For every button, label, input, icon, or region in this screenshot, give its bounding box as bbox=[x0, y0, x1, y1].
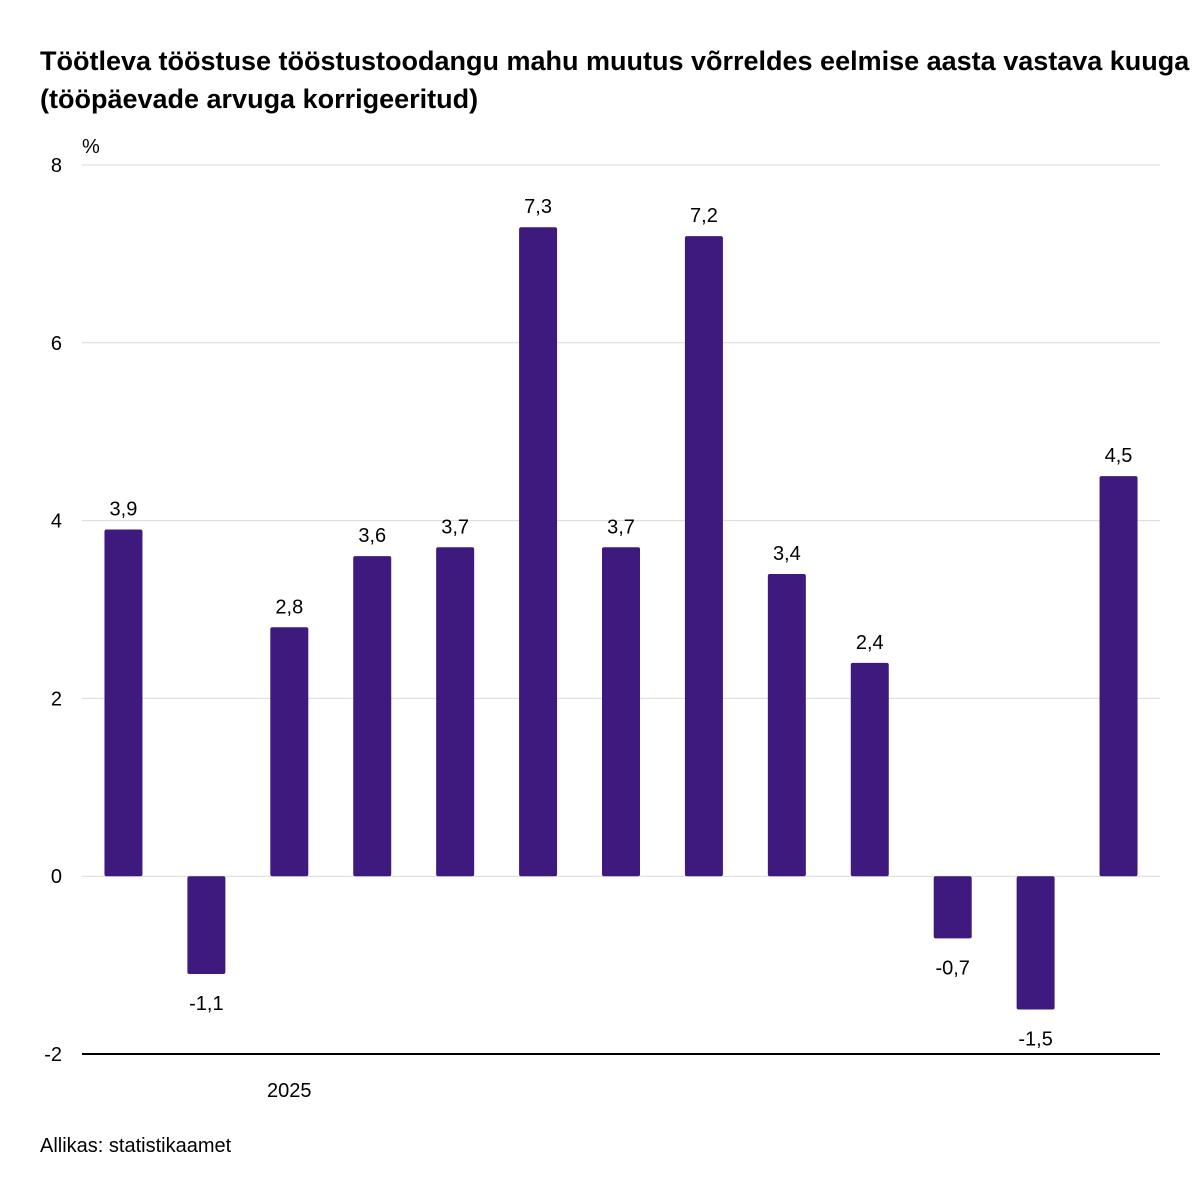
data-label: 7,3 bbox=[524, 196, 552, 218]
data-label: 2,8 bbox=[275, 596, 303, 618]
bar bbox=[104, 529, 143, 877]
data-label: 3,6 bbox=[358, 525, 386, 547]
data-label: 3,4 bbox=[773, 543, 801, 565]
bar bbox=[684, 236, 723, 877]
bar bbox=[436, 547, 475, 877]
data-label: 3,7 bbox=[441, 516, 469, 538]
data-label: -1,5 bbox=[1018, 1029, 1052, 1051]
bar bbox=[767, 573, 806, 877]
bar bbox=[602, 547, 640, 877]
bar bbox=[1016, 876, 1055, 1010]
y-tick-label: 8 bbox=[51, 155, 62, 177]
y-tick-label: 2 bbox=[51, 688, 62, 710]
bar bbox=[187, 876, 226, 974]
data-label: 3,7 bbox=[607, 516, 635, 538]
bar bbox=[1099, 476, 1138, 877]
y-tick-label: 0 bbox=[51, 866, 62, 888]
source-note: Allikas: statistikaamet bbox=[40, 1135, 232, 1157]
data-label: 3,9 bbox=[110, 498, 138, 520]
bar bbox=[353, 556, 392, 877]
data-label: 2,4 bbox=[856, 632, 884, 654]
chart-title: Töötleva tööstuse tööstustoodangu mahu m… bbox=[40, 46, 1190, 114]
data-label: -0,7 bbox=[935, 957, 969, 979]
bar bbox=[933, 876, 972, 939]
data-label: 7,2 bbox=[690, 205, 718, 227]
x-group-label: 2025 bbox=[267, 1080, 312, 1102]
y-tick-label: 4 bbox=[51, 511, 62, 533]
data-label: 4,5 bbox=[1105, 445, 1133, 467]
data-label: -1,1 bbox=[189, 993, 223, 1015]
y-tick-label: -2 bbox=[44, 1044, 62, 1066]
bar bbox=[519, 227, 558, 877]
y-axis-unit: % bbox=[82, 136, 100, 158]
bar bbox=[270, 627, 309, 877]
y-tick-label: 6 bbox=[51, 333, 62, 355]
bar bbox=[850, 662, 889, 877]
